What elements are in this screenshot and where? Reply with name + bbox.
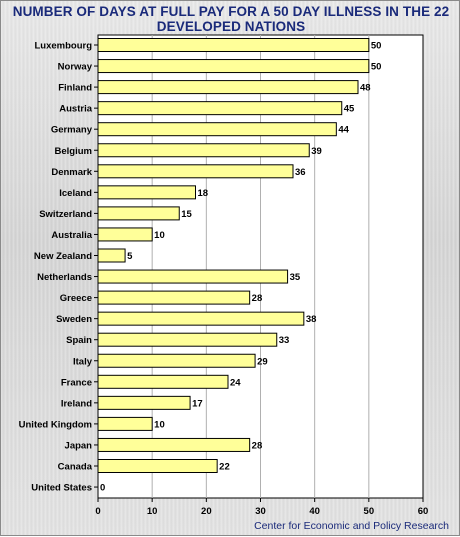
category-label-united-states: United States [31,483,92,494]
category-labels: Luxembourg Norway Finland Austria Germany Bel… [19,41,98,494]
bar-iceland [97,185,196,200]
value-label-new-zealand: 5 [127,251,133,262]
bar-australia [97,227,153,242]
bar-greece [97,290,251,305]
category-label-luxembourg: Luxembourg [34,41,92,52]
value-label-netherlands: 35 [290,272,301,283]
value-label-france: 24 [230,377,241,388]
tick-label-30: 30 [255,506,266,517]
value-label-finland: 48 [360,83,371,94]
category-label-canada: Canada [58,462,93,473]
bar-germany [97,122,337,137]
value-label-canada: 22 [219,462,230,473]
value-label-greece: 28 [252,293,263,304]
bar-spain [97,332,278,347]
category-label-netherlands: Netherlands [37,272,92,283]
category-label-iceland: Iceland [59,188,92,199]
tick-label-20: 20 [201,506,212,517]
category-label-italy: Italy [73,356,93,367]
value-label-australia: 10 [154,230,165,241]
tick-label-0: 0 [95,506,100,517]
bar-france [97,374,229,389]
bar-finland [97,80,359,95]
tick-label-60: 60 [418,506,429,517]
bar-new-zealand [97,248,126,263]
value-label-ireland: 17 [192,398,203,409]
bar-sweden [97,311,305,326]
category-label-japan: Japan [65,440,93,451]
tick-label-50: 50 [364,506,375,517]
bar-luxembourg [97,38,370,52]
chart-title-line-2: DEVELOPED NATIONS [156,19,306,34]
chart-title-line-1: NUMBER OF DAYS AT FULL PAY FOR A 50 DAY … [12,4,450,19]
value-label-switzerland: 15 [181,209,192,220]
value-label-denmark: 36 [295,167,306,178]
value-label-iceland: 18 [198,188,209,199]
bar-canada [97,459,218,473]
source-note: Center for Economic and Policy Research [254,520,449,532]
bar-switzerland [97,206,180,221]
bar-japan [97,437,251,452]
tick-label-10: 10 [147,506,158,517]
value-label-belgium: 39 [311,146,322,157]
value-labels: 5050484544393618151053528383329241710282… [100,41,381,494]
value-label-italy: 29 [257,356,268,367]
value-label-united-kingdom: 10 [154,419,165,430]
chart-title: NUMBER OF DAYS AT FULL PAY FOR A 50 DAY … [1,4,460,34]
value-label-austria: 45 [344,104,355,115]
bar-denmark [97,164,294,179]
category-label-united-kingdom: United Kingdom [19,419,92,430]
bar-austria [97,101,343,116]
category-label-norway: Norway [58,62,93,73]
category-label-new-zealand: New Zealand [34,251,92,262]
bar-norway [97,59,370,74]
category-label-germany: Germany [51,125,93,136]
category-label-greece: Greece [60,293,92,304]
value-label-norway: 50 [371,62,382,73]
value-label-sweden: 38 [306,314,317,325]
category-label-austria: Austria [59,104,92,115]
bar-ireland [97,395,191,410]
bar-belgium [97,143,310,158]
value-label-united-states: 0 [100,483,105,494]
bar-netherlands [97,269,289,284]
x-axis-ticks: 0 10 20 30 40 50 60 [95,498,428,517]
value-label-spain: 33 [279,335,290,346]
value-label-germany: 44 [338,125,349,136]
bar-italy [97,353,256,368]
tick-label-40: 40 [309,506,320,517]
category-label-france: France [61,377,92,388]
value-label-japan: 28 [252,440,263,451]
bar-united-kingdom [97,416,153,431]
category-label-belgium: Belgium [55,146,92,157]
category-label-ireland: Ireland [61,398,92,409]
value-label-luxembourg: 50 [371,41,382,52]
category-label-spain: Spain [66,335,92,346]
category-label-switzerland: Switzerland [39,209,92,220]
bars [97,38,370,473]
category-label-finland: Finland [58,83,92,94]
category-label-denmark: Denmark [51,167,92,178]
category-label-sweden: Sweden [56,314,92,325]
category-label-australia: Australia [51,230,92,241]
